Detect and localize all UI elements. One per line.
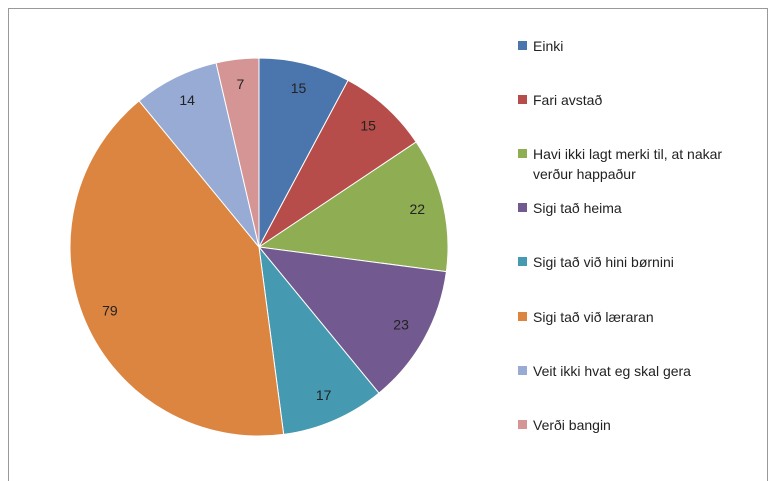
data-label: 17 bbox=[316, 387, 332, 403]
legend-swatch bbox=[518, 365, 527, 375]
legend-item: Sigi tað heima bbox=[518, 198, 768, 218]
data-label: 22 bbox=[410, 201, 426, 217]
legend-swatch bbox=[518, 41, 527, 50]
pie-slice bbox=[257, 246, 447, 394]
pie-slice bbox=[215, 57, 260, 248]
data-label: 7 bbox=[237, 76, 245, 92]
pie-slice bbox=[69, 100, 285, 437]
legend-label: Havi ikki lagt merki til, at nakar verðu… bbox=[533, 146, 723, 183]
data-label: 15 bbox=[360, 117, 376, 133]
legend-swatch bbox=[518, 311, 527, 321]
legend-label: Sigi tað við hini børnini bbox=[533, 254, 674, 271]
legend-label: Einki bbox=[533, 38, 564, 54]
legend-swatch bbox=[518, 257, 527, 267]
legend-item: Veit ikki hvat eg skal gera bbox=[518, 361, 768, 381]
data-label: 23 bbox=[393, 317, 409, 333]
legend-swatch bbox=[518, 149, 527, 159]
pie-slice bbox=[258, 57, 349, 248]
legend-label: Veit ikki hvat eg skal gera bbox=[533, 362, 691, 379]
legend-swatch bbox=[518, 203, 527, 213]
legend-swatch bbox=[518, 419, 527, 429]
legend-label: Fari avstað bbox=[533, 92, 603, 109]
legend-label: Sigi tað við læraran bbox=[533, 308, 654, 325]
pie-slice bbox=[258, 79, 417, 248]
legend-item: Havi ikki lagt merki til, at nakar verðu… bbox=[518, 144, 768, 184]
legend-item: Einki bbox=[518, 36, 768, 56]
legend-swatch bbox=[518, 95, 527, 105]
legend-label: Sigi tað heima bbox=[533, 200, 622, 217]
legend-item: Verði bangin bbox=[518, 415, 768, 435]
data-label: 79 bbox=[102, 302, 118, 318]
data-label: 15 bbox=[291, 80, 307, 96]
pie-slice bbox=[257, 141, 449, 273]
legend-item: Fari avstað bbox=[518, 90, 768, 110]
pie-slice bbox=[258, 245, 380, 435]
legend-label: Verði bangin bbox=[533, 416, 611, 433]
legend-item: Sigi tað við læraran bbox=[518, 307, 768, 327]
legend-item: Sigi tað við hini børnini bbox=[518, 252, 768, 272]
data-label: 14 bbox=[179, 92, 195, 108]
